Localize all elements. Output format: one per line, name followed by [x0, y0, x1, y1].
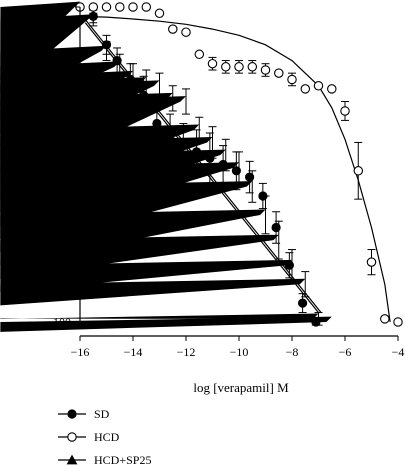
data-point-hcd: [221, 62, 231, 72]
x-tick-label: −8: [286, 345, 299, 359]
data-point-hcd: [353, 166, 364, 176]
y-tick-label: 25: [59, 79, 71, 93]
data-point-hcd: [287, 74, 297, 85]
data-point-hcd: [247, 62, 258, 72]
data-point-hcd: [141, 2, 152, 12]
x-tick-label: −12: [177, 345, 196, 359]
y-tick-label: 75: [59, 236, 71, 250]
data-point-hcd: [260, 65, 271, 75]
data-point-hcd-sp25: [0, 278, 306, 306]
legend-marker-sd: [67, 409, 77, 419]
legend: SD HCD HCD+SP25: [58, 407, 151, 467]
data-point-hcd: [234, 62, 244, 72]
data-point-hcd: [313, 81, 324, 91]
data-point-hcd: [393, 317, 403, 327]
data-point-hcd: [115, 2, 125, 12]
data-point-sd: [298, 298, 308, 308]
x-tick-label: −4: [392, 345, 405, 359]
data-point-hcd-sp25: [0, 313, 319, 319]
data-point-hcd: [366, 257, 377, 267]
y-axis-label: Relaxation (%): [4, 124, 19, 203]
data-point-hcd: [181, 27, 191, 37]
data-point-hcd: [128, 2, 138, 12]
data-point-hcd: [207, 58, 218, 69]
x-axis-label: log [verapamil] M: [193, 380, 289, 395]
x-tick-label: −14: [124, 345, 143, 359]
data-point-hcd: [300, 84, 311, 94]
data-point-hcd: [168, 24, 178, 34]
axes: 0 25 50 75 100 −16 −14 −12 −10 −8 −6 −4: [53, 0, 404, 359]
fit-curve-hcd: [79, 15, 391, 323]
data-point-hcd: [101, 2, 112, 12]
legend-marker-hcd-sp25: [66, 454, 78, 465]
x-tick-label: −6: [339, 345, 352, 359]
y-tick-label: 50: [59, 158, 71, 172]
data-point-sd: [245, 172, 255, 182]
data-point-hcd: [154, 8, 165, 19]
legend-label-hcd-sp25: HCD+SP25: [94, 453, 151, 467]
data-point-hcd: [274, 68, 284, 78]
data-point-hcd: [194, 49, 205, 60]
legend-label-hcd: HCD: [94, 430, 120, 444]
x-tick-label: −16: [71, 345, 90, 359]
legend-label-sd: SD: [94, 407, 110, 421]
data-point-hcd: [380, 314, 390, 324]
data-point-hcd: [340, 106, 350, 116]
data-point-hcd-sp25: [0, 316, 332, 332]
y-tick-label: 0: [65, 0, 71, 14]
data-point-hcd: [88, 2, 99, 12]
data-point-hcd: [327, 84, 337, 94]
data-point-sd: [271, 222, 281, 233]
legend-marker-hcd: [67, 432, 77, 442]
x-tick-label: −10: [230, 345, 249, 359]
y-tick-label: 100: [53, 315, 71, 329]
